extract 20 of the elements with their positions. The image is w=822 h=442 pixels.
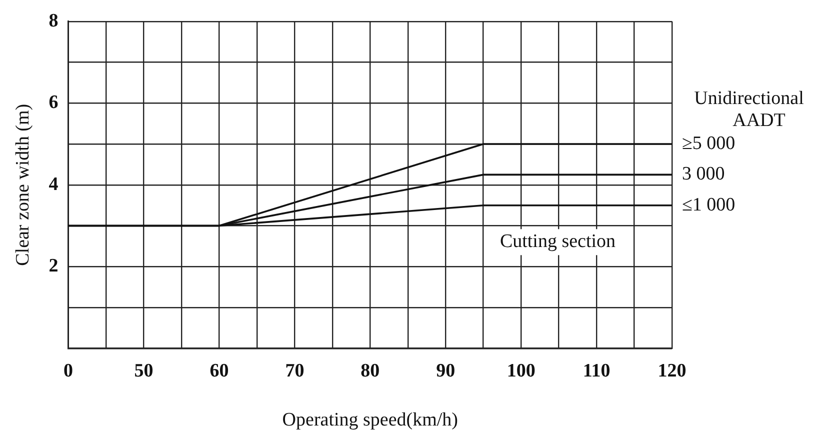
x-tick-label: 80 [360, 360, 380, 382]
x-axis-title: Operating speed(km/h) [282, 410, 458, 431]
x-tick-label: 100 [506, 360, 536, 382]
series-label: ≤1 000 [682, 194, 736, 216]
y-tick-label: 8 [48, 10, 58, 32]
x-tick-label: 50 [134, 360, 154, 382]
x-tick-label: 0 [64, 360, 74, 382]
y-axis-title: Clear zone width (m) [12, 104, 34, 266]
annotation: Cutting section [500, 231, 616, 252]
y-tick-label: 6 [48, 92, 58, 114]
y-tick-label: 2 [48, 256, 58, 277]
legend-title: Unidirectional AADT [694, 88, 804, 132]
x-tick-label: 70 [285, 360, 304, 382]
series-label: 3 000 [682, 164, 725, 185]
y-tick-label: 4 [48, 174, 59, 195]
x-tick-label: 60 [210, 360, 229, 382]
x-tick-label: 90 [436, 360, 456, 382]
x-tick-label: 120 [658, 360, 686, 382]
x-tick-label: 110 [582, 360, 610, 382]
series-label: ≥5 000 [682, 133, 736, 154]
